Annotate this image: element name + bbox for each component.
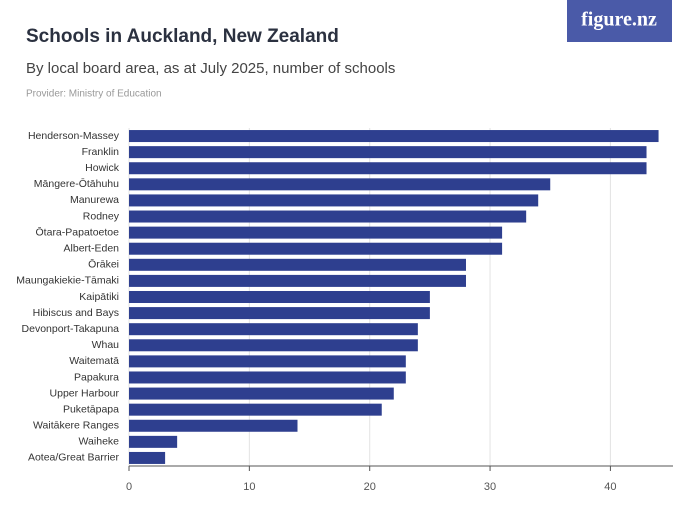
y-tick-label: Franklin (82, 146, 120, 158)
y-tick-label: Devonport-Takapuna (22, 323, 120, 335)
chart-title: Schools in Auckland, New Zealand (26, 26, 339, 47)
x-tick-label: 40 (604, 481, 616, 493)
y-tick-label: Howick (85, 162, 120, 174)
y-tick-label: Ōrākei (88, 259, 119, 271)
y-tick-label: Upper Harbour (50, 387, 120, 399)
logo: figure.nz (581, 9, 657, 31)
y-tick-label: Albert-Eden (64, 242, 120, 254)
y-tick-label: Puketāpapa (63, 403, 119, 415)
bar (129, 291, 430, 303)
bar (129, 274, 466, 287)
bar (129, 130, 659, 143)
bar (129, 146, 647, 159)
bar (129, 323, 418, 336)
y-tick-label: Maungakiekie-Tāmaki (16, 275, 119, 287)
bar (129, 162, 647, 175)
y-tick-label: Kaipātiki (79, 291, 119, 303)
y-tick-label: Waitākere Ranges (33, 420, 119, 432)
x-tick-label: 0 (126, 481, 132, 493)
bar (129, 307, 430, 320)
bar (129, 371, 406, 384)
bar (129, 387, 394, 400)
y-tick-label: Rodney (83, 210, 120, 222)
y-tick-label: Henderson-Massey (28, 130, 120, 142)
bar (129, 258, 466, 271)
x-tick-label: 10 (243, 481, 255, 493)
bar (129, 435, 178, 448)
y-tick-label: Ōtara-Papatoetoe (36, 226, 120, 238)
chart-subtitle: By local board area, as at July 2025, nu… (26, 60, 395, 77)
bar (129, 355, 406, 368)
y-tick-label: Hibiscus and Bays (33, 307, 119, 319)
y-tick-label: Māngere-Ōtāhuhu (34, 178, 119, 190)
y-tick-label: Aotea/Great Barrier (28, 452, 120, 464)
bar (129, 226, 503, 239)
bar (129, 451, 166, 464)
bar (129, 194, 539, 207)
bar (129, 419, 298, 432)
logo-box (567, 0, 672, 42)
y-tick-label: Waiheke (79, 436, 120, 448)
x-tick-label: 20 (364, 481, 376, 493)
y-tick-label: Waitematā (69, 355, 119, 367)
y-tick-label: Whau (92, 339, 120, 351)
bar (129, 339, 418, 352)
bar (129, 403, 382, 416)
bar (129, 242, 503, 255)
x-tick-label: 30 (484, 481, 496, 493)
y-tick-label: Manurewa (70, 194, 119, 206)
source: Provider: Ministry of Education (26, 89, 162, 100)
bar (129, 210, 527, 223)
bar (129, 178, 551, 191)
y-tick-label: Papakura (74, 371, 119, 383)
